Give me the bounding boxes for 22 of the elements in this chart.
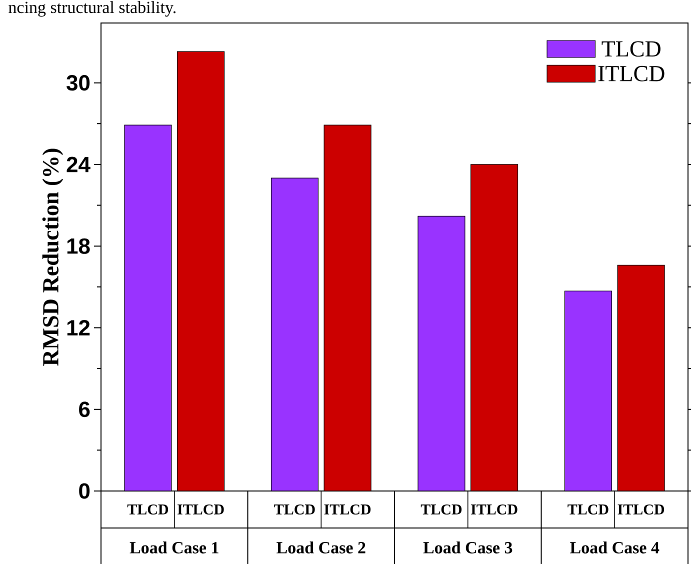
x-tick-label: Load Case 4 <box>570 542 660 554</box>
legend-label: ITLCD <box>598 66 664 82</box>
text: ITLCD <box>471 504 518 515</box>
x-tick-label: Load Case 3 <box>423 542 512 554</box>
text: TLCD <box>127 504 168 515</box>
y-axis-title: RMSD Reduction (%) <box>42 148 64 366</box>
text: TLCD <box>274 504 315 515</box>
text: ncing structural stability. <box>8 1 176 17</box>
text: ITLCD <box>618 504 664 515</box>
x-tick-label: Load Case 1 <box>130 542 218 554</box>
y-tick-label: 0 <box>79 483 90 499</box>
text: TLCD <box>568 504 608 515</box>
y-tick-label: 6 <box>79 402 90 418</box>
text: ITLCD <box>324 504 371 515</box>
legend-label: TLCD <box>602 41 660 57</box>
y-tick-label: 30 <box>66 75 90 91</box>
text: TLCD <box>420 504 462 515</box>
text: ITLCD <box>178 504 224 515</box>
y-tick-label: 18 <box>67 238 90 254</box>
x-tick-label: Load Case 2 <box>276 542 366 554</box>
y-tick-label: 12 <box>67 320 90 336</box>
y-tick-label: 24 <box>66 156 90 172</box>
